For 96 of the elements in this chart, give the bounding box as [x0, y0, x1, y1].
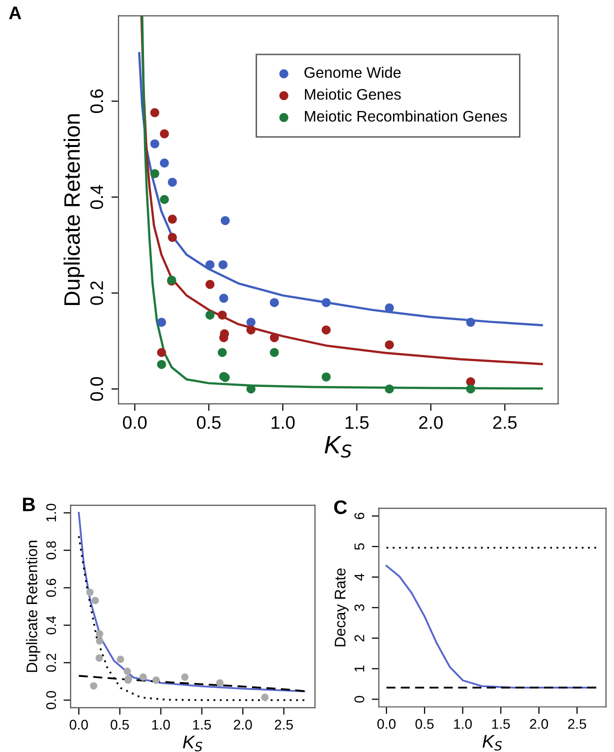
point	[270, 333, 279, 342]
point	[160, 129, 169, 138]
y-tick-label: 0.0	[46, 691, 56, 710]
chart-title: A	[9, 6, 22, 20]
point	[160, 194, 169, 204]
x-tick-label: 2.5	[274, 720, 293, 730]
point	[96, 630, 104, 638]
x-tick-label: 2.0	[419, 416, 443, 429]
point	[322, 325, 331, 334]
point	[168, 214, 177, 224]
x-axis-title: K$_{S}$	[482, 735, 502, 751]
y-tick-label: 2	[354, 634, 364, 642]
point	[220, 216, 230, 226]
point	[96, 637, 104, 645]
point	[246, 325, 256, 334]
x-tick-label: 1.0	[272, 416, 295, 429]
x-tick-label: 0.0	[70, 720, 88, 730]
point	[205, 280, 214, 289]
y-tick-label: 4	[354, 574, 364, 581]
legend-label: Meiotic Genes	[304, 88, 401, 100]
y-tick-label: 0.6	[46, 578, 56, 597]
y-tick-label: 0.2	[46, 654, 56, 672]
y-tick-label: 6	[354, 512, 364, 520]
point	[150, 139, 160, 148]
point	[92, 596, 99, 604]
y-tick-label: 1	[354, 666, 364, 672]
point	[322, 372, 331, 382]
x-tick-label: 1.5	[492, 719, 510, 729]
x-tick-label: 2.5	[493, 416, 517, 429]
point	[218, 348, 227, 357]
legend-label: Genome Wide	[304, 66, 401, 78]
x-axis-title: K$_{S}$	[182, 736, 202, 752]
x-tick-label: 2.5	[568, 719, 586, 729]
point	[216, 679, 224, 687]
point	[90, 682, 98, 690]
point	[466, 384, 476, 394]
point	[205, 310, 214, 320]
point	[219, 294, 228, 303]
y-tick-label: 0.6	[90, 89, 104, 114]
point	[181, 673, 189, 681]
point	[218, 310, 227, 320]
y-axis-title: Duplicate Retention	[26, 540, 40, 672]
point	[152, 676, 160, 684]
y-tick-label: 0	[354, 696, 364, 703]
y-tick-label: 5	[354, 543, 364, 550]
x-axis-title: K$_{S}$	[324, 436, 352, 458]
line-series	[78, 512, 306, 692]
point	[96, 654, 103, 662]
x-tick-label: 1.5	[193, 720, 211, 730]
chart-title: B	[23, 498, 35, 512]
y-tick-label: 0.4	[90, 185, 104, 209]
point	[168, 178, 177, 187]
point	[124, 668, 131, 675]
legend-label: Meiotic Recombination Genes	[304, 110, 507, 122]
point	[157, 348, 166, 357]
point	[322, 298, 331, 308]
x-tick-label: 0.0	[122, 416, 147, 429]
x-tick-label: 2.0	[234, 720, 252, 730]
point	[168, 232, 177, 242]
y-axis-title: Decay Rate	[334, 568, 349, 646]
x-tick-label: 0.5	[415, 719, 434, 729]
x-tick-label: 0.0	[377, 719, 396, 729]
line-series	[138, 52, 543, 326]
point	[270, 298, 279, 308]
point	[261, 694, 269, 702]
y-tick-label: 1.0	[46, 504, 56, 522]
x-tick-label: 2.0	[530, 719, 548, 729]
point	[140, 673, 147, 681]
point	[384, 340, 394, 350]
y-tick-label: 0.2	[90, 281, 104, 305]
point	[116, 656, 124, 663]
x-tick-label: 0.5	[196, 416, 221, 429]
point	[384, 303, 394, 312]
line-series	[78, 535, 306, 702]
point	[218, 260, 228, 270]
y-tick-label: 0.0	[90, 377, 104, 401]
point	[157, 318, 166, 327]
point	[150, 108, 160, 118]
x-tick-label: 0.5	[110, 720, 129, 730]
y-axis-title: Duplicate Retention	[64, 114, 84, 305]
point	[205, 260, 214, 270]
point	[466, 318, 476, 327]
y-tick-label: 0.4	[46, 616, 56, 634]
point	[270, 348, 279, 357]
x-tick-label: 1.0	[152, 720, 170, 730]
chart-title: C	[334, 500, 347, 514]
point	[150, 169, 160, 178]
y-tick-label: 3	[354, 604, 364, 611]
point	[86, 588, 94, 596]
x-tick-label: 1.0	[454, 719, 472, 729]
x-tick-label: 1.5	[346, 416, 369, 429]
y-tick-label: 0.8	[46, 541, 56, 560]
point	[246, 318, 256, 327]
point	[160, 158, 169, 168]
point	[384, 384, 394, 394]
point	[157, 360, 166, 369]
